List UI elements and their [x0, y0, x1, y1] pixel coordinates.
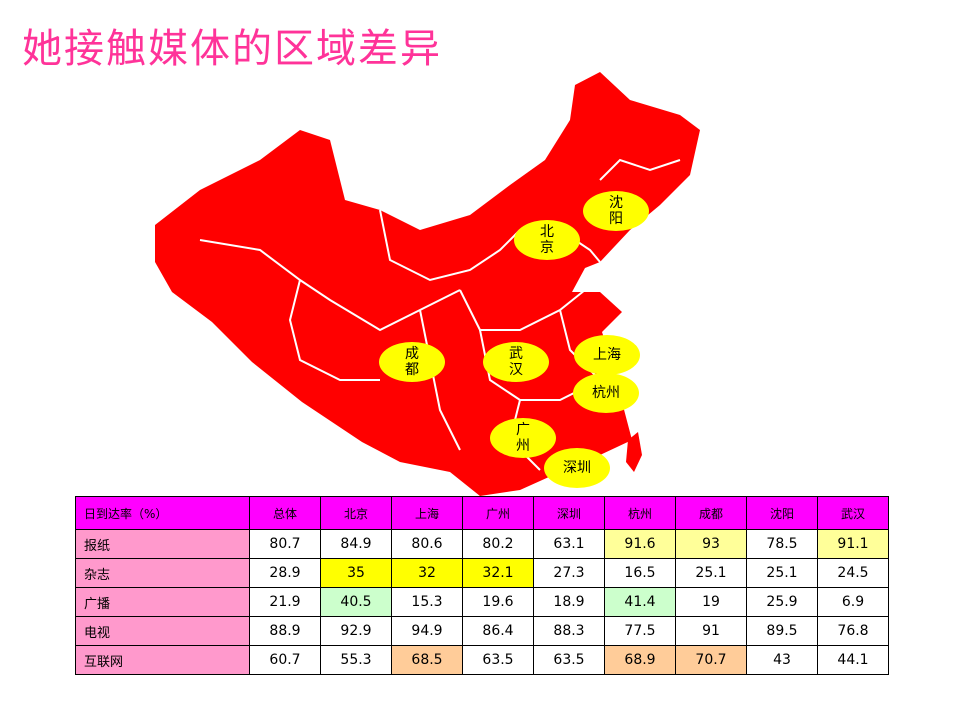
slide-title: 她接触媒体的区域差异	[22, 26, 442, 72]
table-row: 杂志 28.9 35 32 32.1 27.3 16.5 25.1 25.1 24.5	[75, 558, 889, 588]
table-row: 广播 21.9 40.5 15.3 19.6 18.9 41.4 19 25.9 6.9	[75, 587, 889, 617]
table-cell: 63.5	[533, 645, 605, 675]
city-bubble: 武汉	[483, 342, 549, 382]
map-island	[626, 432, 642, 472]
city-label: 杭州	[592, 385, 620, 401]
city-bubble: 成都	[379, 342, 445, 382]
row-label: 报纸	[75, 529, 250, 559]
table-cell: 27.3	[533, 558, 605, 588]
header-cell: 日到达率（%）	[75, 496, 250, 530]
table-cell: 25.9	[746, 587, 818, 617]
city-label: 上海	[593, 347, 621, 363]
table-cell: 80.6	[391, 529, 463, 559]
header-cell: 杭州	[604, 496, 676, 530]
table-cell: 44.1	[817, 645, 889, 675]
table-row: 互联网 60.7 55.3 68.5 63.5 63.5 68.9 70.7 43 44.1	[75, 645, 889, 675]
table-cell: 63.1	[533, 529, 605, 559]
table-cell: 92.9	[320, 616, 392, 646]
table-cell: 63.5	[462, 645, 534, 675]
table-cell: 94.9	[391, 616, 463, 646]
city-label: 深圳	[563, 460, 591, 476]
table-cell: 60.7	[249, 645, 321, 675]
table-cell: 68.5	[391, 645, 463, 675]
table-cell: 55.3	[320, 645, 392, 675]
table-cell: 43	[746, 645, 818, 675]
table-cell: 88.3	[533, 616, 605, 646]
table-cell: 35	[320, 558, 392, 588]
table-cell: 80.2	[462, 529, 534, 559]
table-row: 电视 88.9 92.9 94.9 86.4 88.3 77.5 91 89.5 76.8	[75, 616, 889, 646]
table-cell: 91.1	[817, 529, 889, 559]
table-cell: 32	[391, 558, 463, 588]
table-cell: 18.9	[533, 587, 605, 617]
table-cell: 16.5	[604, 558, 676, 588]
table-cell: 77.5	[604, 616, 676, 646]
city-bubble: 沈阳	[583, 191, 649, 231]
header-cell: 总体	[249, 496, 321, 530]
table-cell: 91	[675, 616, 747, 646]
table-cell: 88.9	[249, 616, 321, 646]
table-cell: 24.5	[817, 558, 889, 588]
table-cell: 70.7	[675, 645, 747, 675]
table-cell: 78.5	[746, 529, 818, 559]
city-bubble: 广州	[490, 418, 556, 458]
row-label: 电视	[75, 616, 250, 646]
map-shape	[155, 72, 700, 496]
city-label: 沈阳	[609, 195, 623, 227]
header-cell: 广州	[462, 496, 534, 530]
header-cell: 沈阳	[746, 496, 818, 530]
table-cell: 80.7	[249, 529, 321, 559]
table-cell: 41.4	[604, 587, 676, 617]
header-cell: 上海	[391, 496, 463, 530]
table-cell: 6.9	[817, 587, 889, 617]
table-row: 报纸 80.7 84.9 80.6 80.2 63.1 91.6 93 78.5 91.1	[75, 529, 889, 559]
table-cell: 68.9	[604, 645, 676, 675]
city-bubble: 北京	[514, 220, 580, 260]
table-cell: 19	[675, 587, 747, 617]
city-bubble: 杭州	[573, 373, 639, 413]
city-bubble: 深圳	[544, 448, 610, 488]
header-cell: 北京	[320, 496, 392, 530]
table-cell: 21.9	[249, 587, 321, 617]
china-map	[155, 72, 700, 496]
table-cell: 25.1	[675, 558, 747, 588]
city-label: 北京	[540, 224, 554, 256]
table-cell: 91.6	[604, 529, 676, 559]
table-cell: 76.8	[817, 616, 889, 646]
row-label: 广播	[75, 587, 250, 617]
city-label: 广州	[516, 422, 530, 454]
row-label: 杂志	[75, 558, 250, 588]
table-cell: 84.9	[320, 529, 392, 559]
table-cell: 25.1	[746, 558, 818, 588]
table-cell: 32.1	[462, 558, 534, 588]
table-cell: 28.9	[249, 558, 321, 588]
table-cell: 40.5	[320, 587, 392, 617]
header-row: 日到达率（%） 总体 北京 上海 广州 深圳 杭州 成都 沈阳 武汉	[75, 496, 889, 530]
city-label: 成都	[405, 346, 419, 378]
table-cell: 89.5	[746, 616, 818, 646]
header-cell: 深圳	[533, 496, 605, 530]
city-bubble: 上海	[574, 335, 640, 375]
table-cell: 19.6	[462, 587, 534, 617]
header-cell: 武汉	[817, 496, 889, 530]
table-cell: 93	[675, 529, 747, 559]
table-cell: 15.3	[391, 587, 463, 617]
table-cell: 86.4	[462, 616, 534, 646]
header-cell: 成都	[675, 496, 747, 530]
city-label: 武汉	[509, 346, 523, 378]
data-table: 日到达率（%） 总体 北京 上海 广州 深圳 杭州 成都 沈阳 武汉 报纸 80.7 84.9 80.6 8…	[75, 496, 889, 675]
row-label: 互联网	[75, 645, 250, 675]
